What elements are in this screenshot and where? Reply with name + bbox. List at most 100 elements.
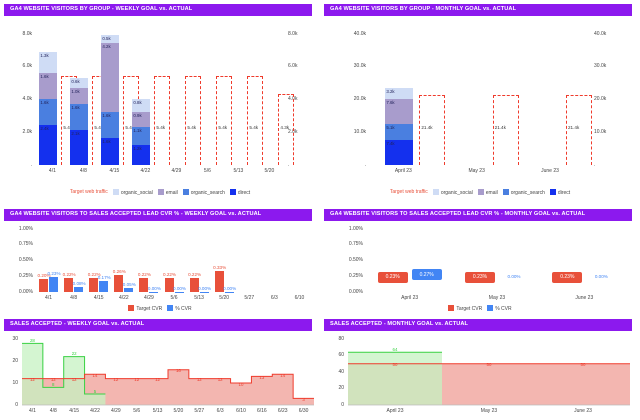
target-value-label: 13	[259, 374, 265, 380]
traffic-bar-value-label: 1.6k	[102, 113, 111, 119]
x-axis-tick: 5/20	[264, 167, 275, 174]
legend-item-direct[interactable]: direct	[549, 188, 570, 196]
traffic-bar-value-label: 1.2k	[133, 145, 142, 151]
legend-item-organic_social[interactable]: organic_social	[112, 188, 153, 196]
cvr-actual-label: 0.00%	[223, 285, 237, 291]
traffic-bar-segment: 1.6k	[101, 112, 120, 139]
panel-title-cvr-weekly: GA4 WEBSITE VISITORS TO SALES ACCEPTED L…	[4, 209, 312, 221]
y-axis-zero-left: .	[364, 161, 366, 168]
legend-item-email[interactable]: email	[477, 188, 498, 196]
x-axis-tick: 6/10	[294, 294, 305, 301]
legend-item-email[interactable]: email	[157, 188, 178, 196]
cvr-target-label: 0.22%	[62, 271, 76, 277]
y-axis-tick-left: 2.0k	[22, 128, 32, 135]
y-axis-tick: 1.00%	[348, 225, 363, 232]
y-axis-tick-right: 10.0k	[594, 128, 607, 135]
traffic-bar-value-label: 1.6k	[102, 139, 111, 145]
traffic-bar-segment: 0.5k	[101, 35, 120, 44]
y-axis-tick: 30	[12, 335, 18, 342]
y-axis-tick: 60	[338, 352, 344, 359]
y-axis-tick-left: 30.0k	[353, 63, 366, 70]
legend-label-organic_social: organic_social	[120, 189, 153, 196]
x-axis-tick: 4/22	[118, 294, 129, 301]
panel-title-cvr-monthly: GA4 WEBSITE VISITORS TO SALES ACCEPTED L…	[324, 209, 632, 221]
y-axis-tick-left: 10.0k	[353, 128, 366, 135]
y-axis-zero-left: .	[30, 161, 32, 168]
cvr-target-pill: 0.23%	[552, 271, 583, 283]
legend-item-direct[interactable]: direct	[229, 188, 250, 196]
x-axis-tick: 4/8	[79, 167, 87, 174]
chart-legend: Target web traffic organic_social email org…	[320, 188, 640, 196]
cvr-target-label: 0.26%	[112, 269, 126, 275]
legend-swatch-organic_search	[182, 188, 189, 195]
traffic-bar-segment: 1.6k	[70, 104, 89, 131]
x-axis-tick: 4/15	[69, 407, 80, 414]
legend-label-organic_search: organic_search	[190, 189, 225, 196]
legend-item-organic_search[interactable]: organic_search	[182, 188, 225, 196]
x-axis-tick: 5/13	[194, 294, 204, 301]
cvr-target-pill: 0.23%	[465, 271, 495, 283]
cvr-target-pill: 0.23%	[377, 271, 408, 283]
target-value-label: 3	[302, 396, 305, 402]
target-value-label: 12	[71, 377, 77, 383]
y-axis-tick: 20	[338, 385, 344, 392]
y-axis-tick-right: 30.0k	[594, 63, 607, 70]
traffic-bar-segment: 2.1k	[70, 130, 89, 165]
cvr-target-bar	[214, 270, 224, 292]
cvr-target-label: 0.33%	[213, 264, 227, 270]
legend-swatch-organic_social	[112, 188, 119, 195]
traffic-bar-value-label: 1.0k	[71, 88, 80, 94]
panel-sales-weekly: SALES ACCEPTED - WEEKLY GOAL vs. ACTUAL …	[0, 315, 320, 420]
x-axis-tick: 4/8	[49, 407, 57, 414]
cvr-target-bar	[89, 277, 99, 292]
y-axis-tick-right: 4.0k	[288, 96, 298, 103]
traffic-goal-box	[154, 76, 171, 165]
panel-traffic-weekly: GA4 WEBSITE VISITORS BY GROUP - WEEKLY G…	[0, 0, 320, 205]
target-value-label: 12	[196, 377, 202, 383]
x-axis-tick: 5/20	[219, 294, 230, 301]
traffic-bar-segment: 3.2k	[385, 88, 414, 99]
traffic-goal-label: 5.4k	[156, 125, 166, 131]
legend-item[interactable]: % CVR	[167, 304, 192, 312]
y-axis-tick: 0.75%	[348, 241, 363, 248]
cvr-actual-bar	[174, 291, 184, 293]
actual-line	[22, 342, 106, 395]
cvr-actual-label: 0.00%	[594, 274, 608, 280]
traffic-goal-box	[492, 94, 519, 165]
traffic-goal-label: 21.4k	[494, 125, 506, 131]
cvr-actual-bar	[99, 280, 109, 292]
x-axis-tick: 4/1	[28, 407, 36, 414]
traffic-bar-value-label: 4.2k	[102, 44, 111, 50]
y-axis-tick: 0.50%	[348, 257, 363, 264]
y-axis-tick: 0.75%	[18, 241, 33, 248]
actual-value-label: 8	[52, 381, 55, 387]
legend-target-label: Target web traffic	[389, 189, 428, 196]
traffic-goal-label: 4.3k	[280, 125, 290, 131]
traffic-bar-segment: 2.4k	[39, 125, 58, 165]
y-axis-tick-left: 8.0k	[22, 30, 32, 37]
x-axis-tick: 4/22	[90, 407, 100, 414]
traffic-bar-value-label: 0.9k	[133, 113, 142, 119]
y-axis-zero-right: .	[594, 161, 596, 168]
legend-label-email: email	[165, 189, 178, 196]
cvr-actual-label: 0.00%	[198, 285, 212, 291]
traffic-bar-value-label: 3.2k	[386, 89, 395, 95]
legend-item-organic_social[interactable]: organic_social	[432, 188, 473, 196]
traffic-goal-box	[419, 94, 446, 165]
legend-label-organic_search: organic_search	[510, 189, 545, 196]
x-axis-tick: 4/29	[110, 407, 121, 414]
legend-item[interactable]: Target CVR	[128, 304, 162, 312]
actual-value-label: 22	[71, 351, 77, 357]
traffic-bar-value-label: 1.6k	[71, 105, 80, 110]
legend-item[interactable]: % CVR	[487, 304, 512, 312]
y-axis-tick: 0.25%	[348, 272, 363, 279]
cvr-target-bar	[39, 278, 49, 292]
traffic-goal-label: 5.4k	[249, 125, 259, 131]
traffic-bar-value-label: 1.1k	[133, 127, 142, 133]
legend-item[interactable]: Target CVR	[448, 304, 482, 312]
x-axis-tick: April 23	[401, 294, 419, 301]
y-axis-tick-left: 6.0k	[22, 63, 32, 70]
legend-item-organic_search[interactable]: organic_search	[502, 188, 545, 196]
traffic-bar-segment: 1.3k	[39, 51, 58, 73]
cvr-actual-label: 0.23%	[47, 271, 61, 277]
